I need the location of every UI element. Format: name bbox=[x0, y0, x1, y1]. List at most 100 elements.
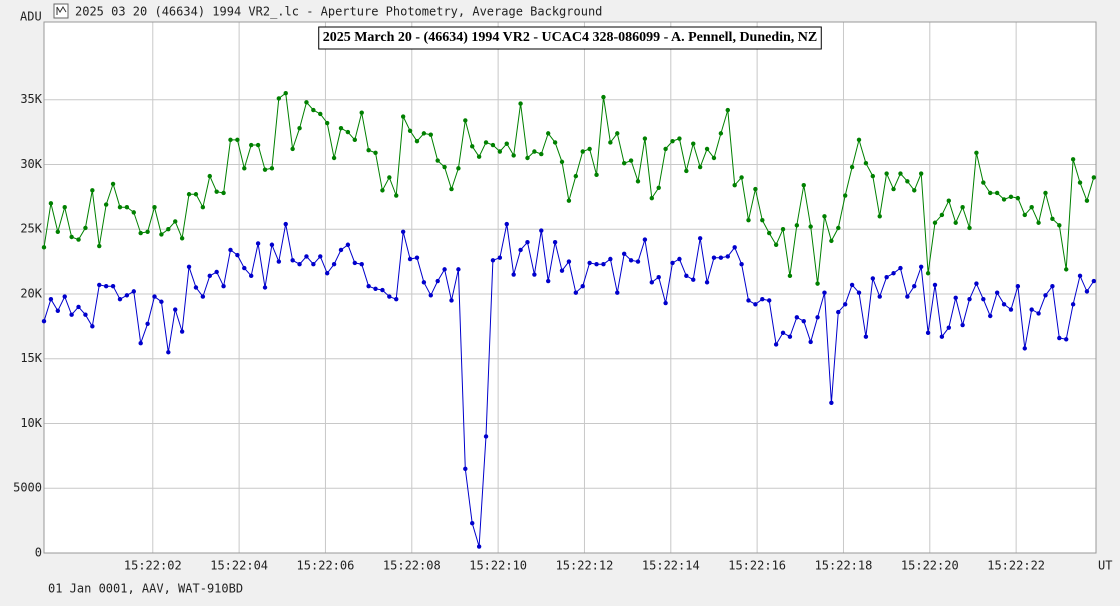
data-point bbox=[670, 138, 675, 144]
data-point bbox=[345, 242, 351, 247]
data-point bbox=[649, 195, 655, 201]
y-tick-label: 20K bbox=[20, 286, 42, 300]
data-point bbox=[1029, 307, 1034, 312]
data-point bbox=[1001, 302, 1007, 307]
data-point bbox=[1050, 216, 1055, 222]
data-point bbox=[967, 296, 972, 302]
data-point bbox=[297, 126, 302, 131]
data-point bbox=[594, 172, 599, 178]
data-point bbox=[159, 299, 164, 304]
data-point bbox=[932, 220, 938, 225]
data-point bbox=[166, 350, 171, 355]
data-point bbox=[338, 247, 344, 253]
data-point bbox=[193, 285, 199, 290]
data-point bbox=[580, 149, 585, 154]
data-point bbox=[1077, 180, 1083, 185]
data-point bbox=[1064, 337, 1069, 342]
data-point bbox=[587, 146, 592, 152]
data-point bbox=[601, 94, 606, 100]
data-point bbox=[76, 304, 81, 310]
data-point bbox=[918, 264, 924, 269]
data-point bbox=[981, 180, 986, 185]
data-point bbox=[442, 164, 447, 170]
data-point bbox=[532, 149, 537, 154]
data-point bbox=[953, 220, 958, 225]
data-point bbox=[124, 293, 130, 298]
data-point bbox=[870, 173, 876, 179]
data-point bbox=[925, 330, 931, 336]
data-point bbox=[1057, 335, 1062, 341]
data-point bbox=[131, 289, 136, 294]
data-point bbox=[97, 282, 102, 288]
y-tick-label: 0 bbox=[35, 546, 42, 560]
data-point bbox=[435, 278, 440, 284]
data-point bbox=[352, 137, 358, 143]
data-point bbox=[566, 198, 572, 203]
y-axis-unit: ADU bbox=[20, 10, 42, 24]
data-point bbox=[518, 247, 523, 253]
x-tick-label: 15:22:02 bbox=[124, 559, 182, 573]
data-point bbox=[808, 224, 813, 229]
data-point bbox=[380, 287, 385, 293]
data-point bbox=[829, 400, 834, 405]
data-point bbox=[41, 318, 47, 324]
data-point bbox=[994, 290, 1000, 295]
data-point bbox=[905, 179, 910, 184]
data-point bbox=[421, 280, 427, 285]
x-tick-label: 15:22:06 bbox=[297, 559, 355, 573]
data-point bbox=[856, 137, 862, 143]
data-point bbox=[483, 140, 489, 145]
data-point bbox=[193, 192, 199, 197]
data-point bbox=[912, 284, 917, 289]
data-point bbox=[497, 149, 503, 154]
data-point bbox=[697, 164, 703, 170]
data-point bbox=[898, 171, 903, 176]
data-point bbox=[642, 237, 648, 242]
data-point bbox=[324, 271, 330, 276]
data-point bbox=[1015, 195, 1021, 201]
data-point bbox=[718, 255, 724, 260]
data-point bbox=[449, 298, 454, 303]
data-point bbox=[83, 312, 88, 317]
data-point bbox=[69, 312, 74, 317]
data-point bbox=[373, 286, 378, 291]
data-point bbox=[849, 282, 855, 288]
data-point bbox=[83, 225, 88, 231]
data-point bbox=[580, 284, 585, 289]
data-point bbox=[1043, 293, 1048, 298]
data-point bbox=[532, 272, 537, 277]
data-point bbox=[1029, 205, 1034, 210]
data-point bbox=[214, 189, 219, 194]
data-point bbox=[773, 342, 779, 347]
data-point bbox=[815, 315, 820, 320]
data-point bbox=[718, 131, 724, 136]
data-point bbox=[414, 255, 420, 260]
data-point bbox=[767, 298, 772, 303]
data-point bbox=[48, 201, 54, 206]
x-tick-label: 15:22:18 bbox=[815, 559, 873, 573]
data-point bbox=[546, 131, 551, 136]
data-point bbox=[725, 254, 730, 259]
data-point bbox=[394, 193, 399, 198]
data-point bbox=[186, 192, 192, 197]
data-point bbox=[283, 91, 288, 96]
data-point bbox=[677, 256, 682, 262]
data-point bbox=[117, 205, 123, 210]
data-point bbox=[269, 166, 275, 171]
data-point bbox=[801, 182, 806, 188]
data-point bbox=[518, 101, 523, 106]
data-point bbox=[663, 146, 668, 152]
x-tick-label: 15:22:22 bbox=[987, 559, 1045, 573]
data-point bbox=[228, 247, 233, 253]
data-point bbox=[359, 110, 364, 115]
data-point bbox=[1084, 198, 1090, 203]
data-point bbox=[877, 294, 882, 299]
data-point bbox=[1036, 220, 1041, 225]
data-point bbox=[380, 188, 385, 193]
plot-area bbox=[44, 22, 1096, 553]
data-point bbox=[836, 225, 841, 231]
window-icon-glyph bbox=[56, 6, 67, 15]
data-point bbox=[504, 141, 509, 146]
x-tick-label: 15:22:14 bbox=[642, 559, 700, 573]
data-point bbox=[587, 260, 592, 266]
